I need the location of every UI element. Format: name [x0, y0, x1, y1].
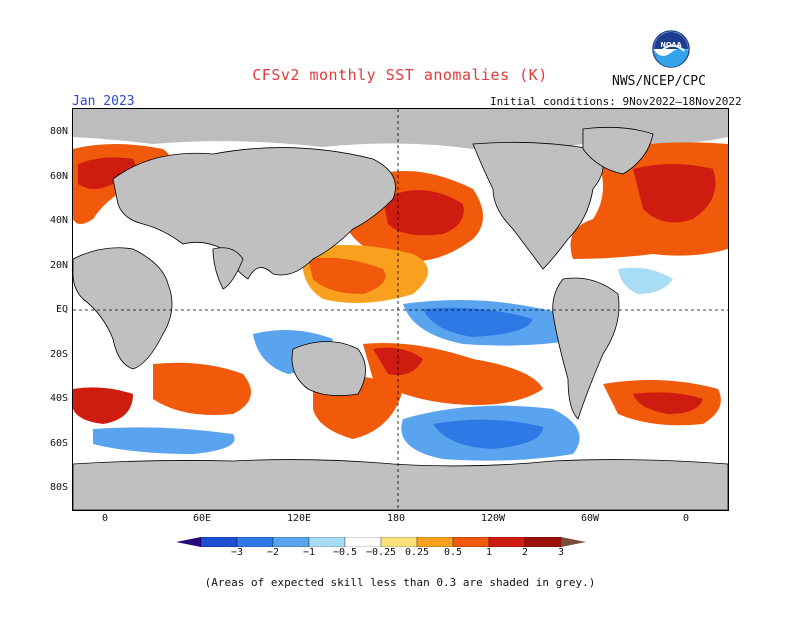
colorbar-tick-label: −3 [230, 547, 244, 558]
footnote: (Areas of expected skill less than 0.3 a… [204, 576, 596, 589]
colorbar-tick-label: −0.5 [332, 547, 358, 558]
greenland-land [582, 126, 654, 175]
colorbar-tick-label: 0.25 [404, 547, 430, 558]
map-canvas [73, 109, 728, 510]
colorbar-tick-label: 0.5 [443, 547, 463, 558]
latitude-label: 80N [49, 126, 68, 137]
initial-conditions: Initial conditions: 9Nov2022–18Nov2022 [490, 95, 742, 108]
sst-anomaly-map [72, 108, 729, 511]
colorbar-tick-label: 3 [557, 547, 565, 558]
colorbar-segment [308, 537, 346, 547]
longitude-label: 0 [101, 513, 109, 524]
colorbar-segment [416, 537, 454, 547]
colorbar-max-arrow [561, 537, 586, 547]
india-land [212, 247, 244, 290]
colorbar-tick-label: 2 [521, 547, 529, 558]
colorbar-segment [452, 537, 490, 547]
latitude-label: 40S [49, 393, 68, 404]
longitude-label: 60W [580, 513, 600, 524]
arctic-grey-region [73, 109, 728, 151]
colorbar-tick-label: −2 [266, 547, 280, 558]
latitude-label: 60S [49, 437, 68, 449]
noaa-logo: NOAA [652, 30, 690, 68]
agency-label: NWS/NCEP/CPC [612, 74, 706, 89]
latitude-label: 80S [49, 482, 68, 493]
south-america-land [552, 277, 620, 420]
longitude-label: 120E [286, 513, 312, 524]
longitude-label: 0 [682, 513, 690, 524]
colorbar-tick-label: −1 [302, 547, 316, 558]
map-title: CFSv2 monthly SST anomalies (K) [252, 66, 548, 84]
colorbar-tick-label: −0.25 [365, 547, 397, 558]
latitude-label: 40N [49, 215, 68, 226]
colorbar-segment [380, 537, 418, 547]
colorbar-segment [272, 537, 310, 547]
latitude-label: 60N [49, 170, 68, 182]
colorbar-tick-label: 1 [485, 547, 493, 558]
latitude-label: 20N [49, 259, 68, 271]
cool-anomalies [93, 267, 673, 461]
colorbar [176, 537, 586, 547]
longitude-label: 180 [386, 513, 406, 524]
colorbar-segment [236, 537, 274, 547]
noaa-logo-text: NOAA [660, 41, 682, 49]
eurasia-land [112, 147, 396, 280]
africa-land [73, 247, 173, 370]
colorbar-min-arrow [176, 537, 201, 547]
forecast-month: Jan 2023 [72, 94, 135, 109]
colorbar-segment [344, 537, 382, 547]
colorbar-segment [524, 537, 562, 547]
antarctica-land [73, 459, 728, 510]
longitude-label: 60E [192, 513, 212, 524]
latitude-label: EQ [55, 304, 68, 315]
colorbar-segment [488, 537, 526, 547]
continents [73, 126, 654, 420]
latitude-label: 20S [49, 348, 68, 360]
colorbar-segment [200, 537, 238, 547]
australia-land [291, 341, 366, 397]
longitude-label: 120W [480, 513, 506, 524]
